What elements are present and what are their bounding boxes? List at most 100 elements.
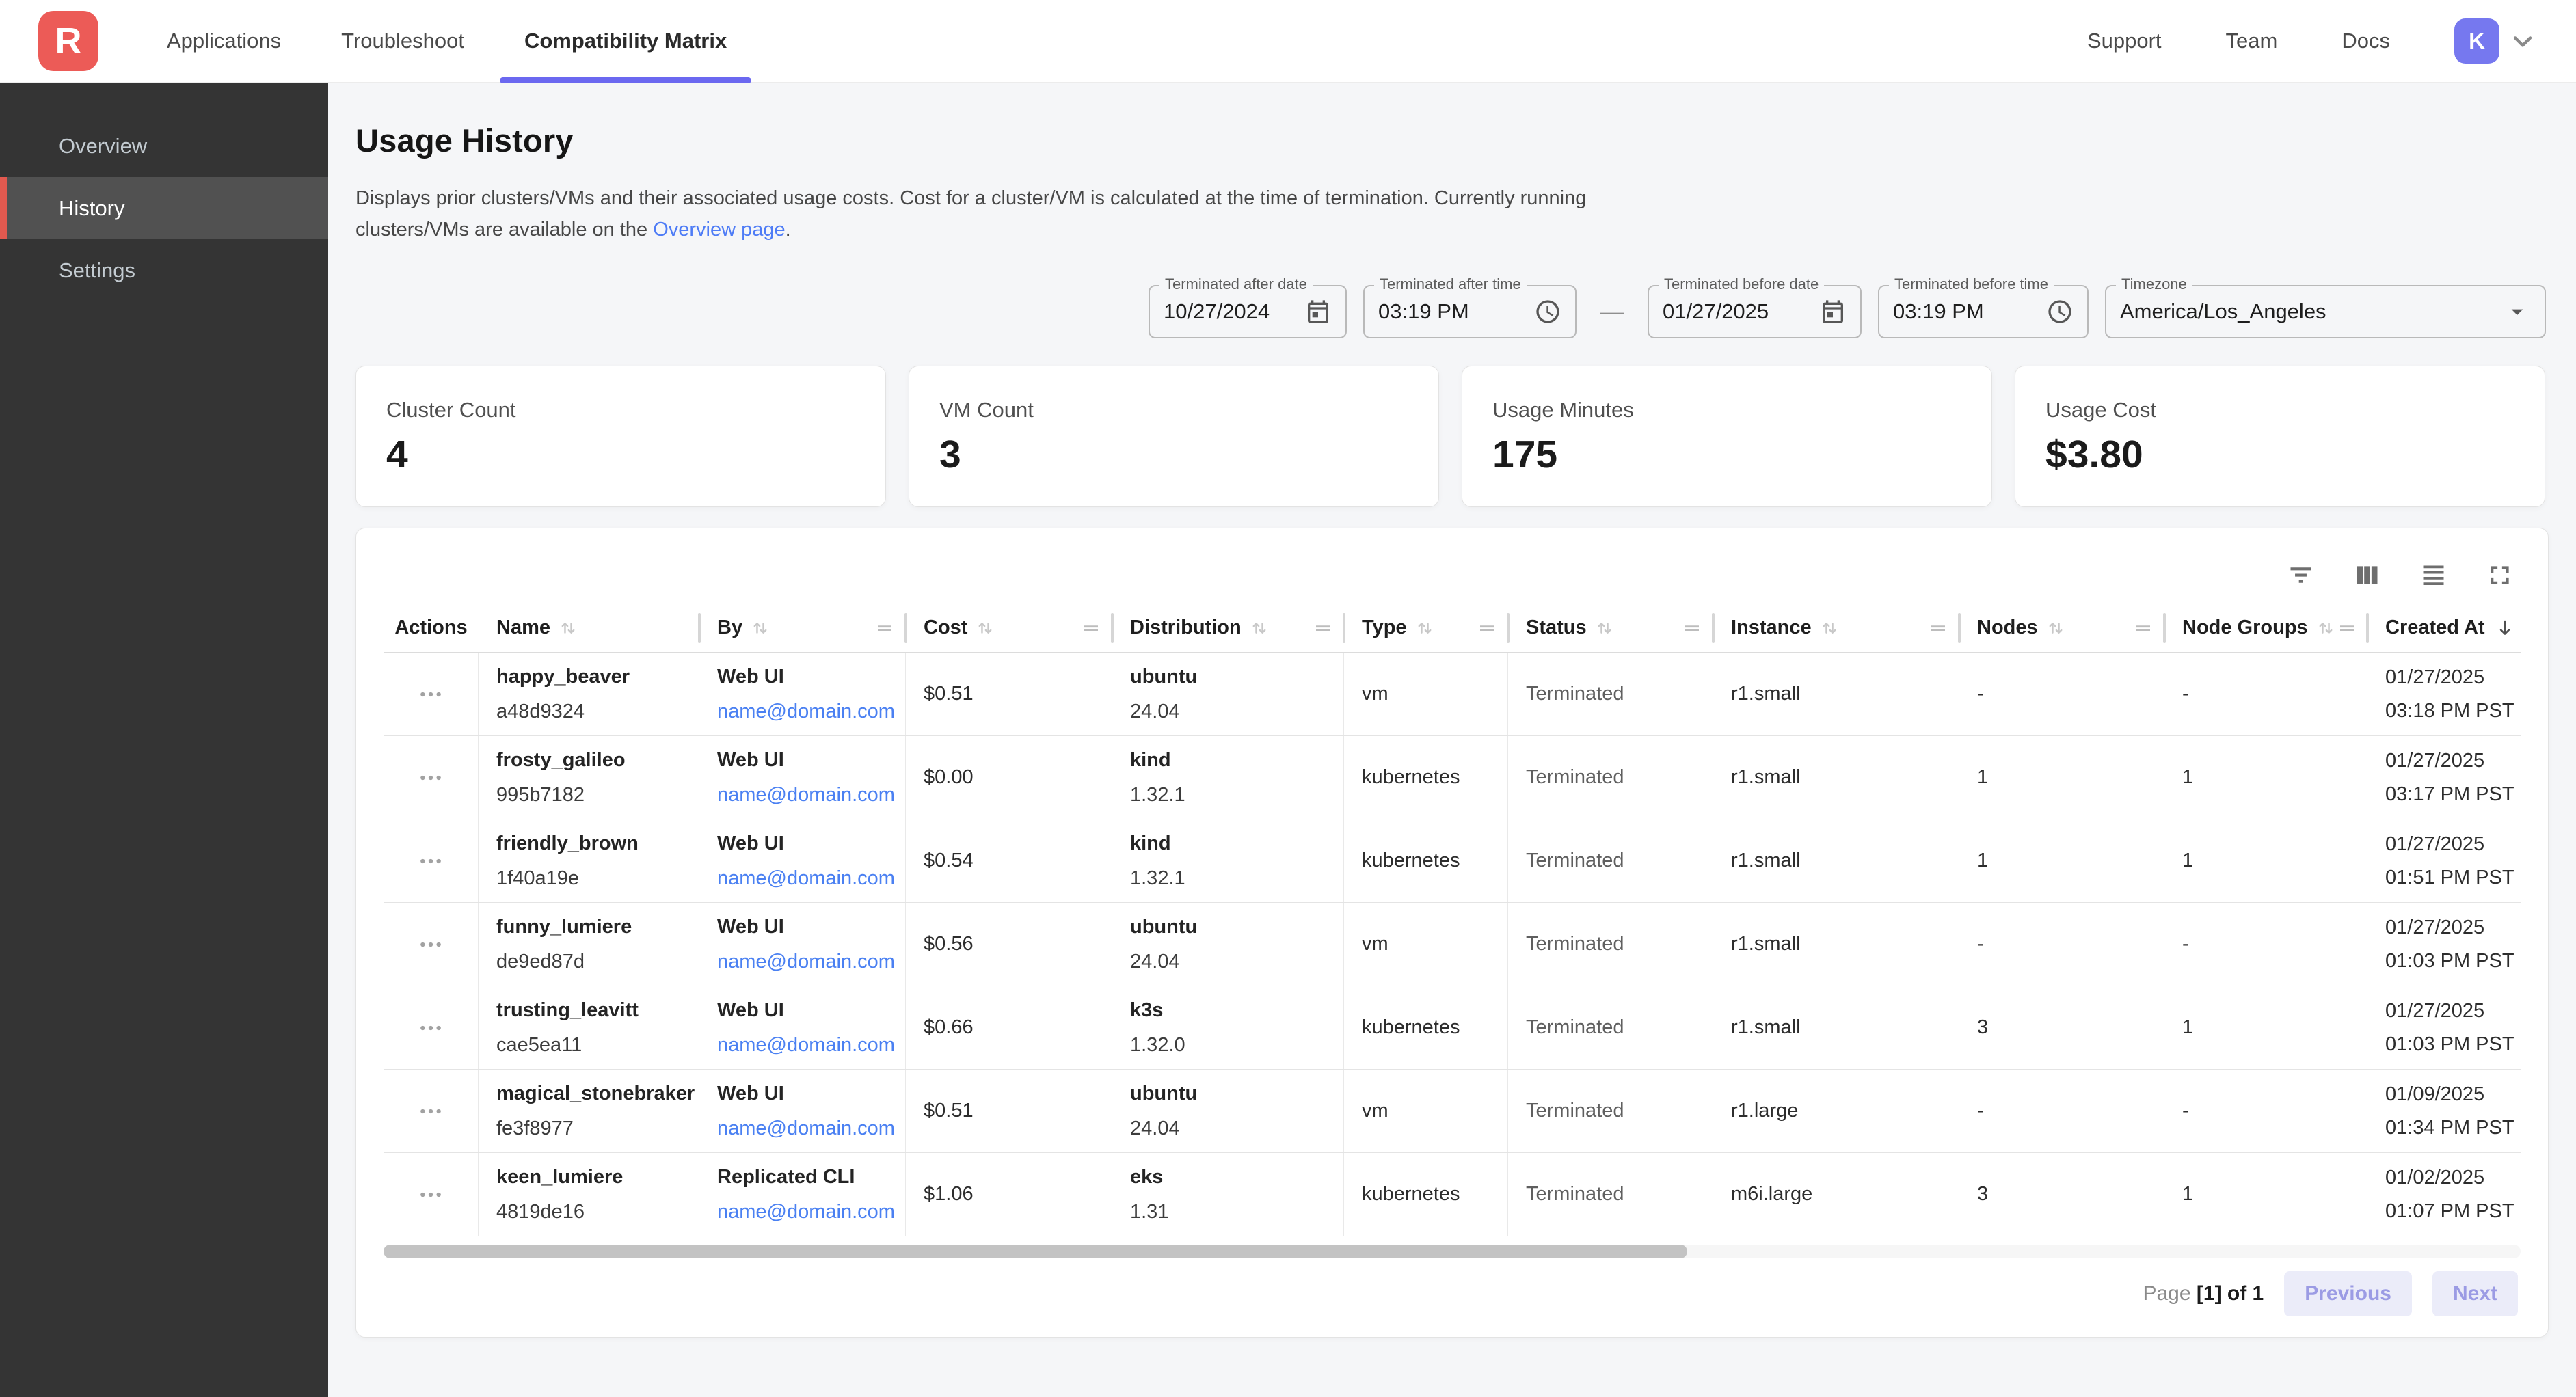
timezone-select[interactable]: Timezone America/Los_Angeles bbox=[2105, 275, 2546, 338]
cost-cell: $0.54 bbox=[906, 819, 1112, 902]
sort-unsorted-icon[interactable] bbox=[1248, 617, 1270, 639]
created-by-email-link[interactable]: name@domain.com bbox=[717, 1200, 895, 1223]
instance-cell: r1.small bbox=[1713, 653, 1959, 735]
by-cell: Web UI name@domain.com bbox=[699, 903, 906, 986]
density-icon[interactable] bbox=[2418, 560, 2449, 591]
column-menu-icon[interactable] bbox=[874, 618, 895, 638]
row-actions-button[interactable] bbox=[410, 1181, 451, 1208]
row-actions-button[interactable] bbox=[410, 847, 451, 875]
created-by-email-link[interactable]: name@domain.com bbox=[717, 950, 895, 973]
instance-value: r1.large bbox=[1731, 1100, 1799, 1122]
created-by-email-link[interactable]: name@domain.com bbox=[717, 783, 895, 806]
row-actions-button[interactable] bbox=[410, 1014, 451, 1042]
nav-link-support[interactable]: Support bbox=[2087, 29, 2162, 53]
terminated-after-time-field[interactable]: Terminated after time 03:19 PM bbox=[1363, 275, 1577, 338]
column-separator[interactable] bbox=[698, 613, 701, 643]
name-cell: frosty_galileo 995b7182 bbox=[479, 736, 699, 819]
ellipsis-icon bbox=[420, 858, 441, 863]
status-cell: Terminated bbox=[1508, 736, 1713, 819]
row-actions-button[interactable] bbox=[410, 681, 451, 708]
created-by-email-link[interactable]: name@domain.com bbox=[717, 700, 895, 722]
sidebar-item-history[interactable]: History bbox=[0, 177, 328, 239]
sort-unsorted-icon[interactable] bbox=[2045, 617, 2067, 639]
sort-unsorted-icon[interactable] bbox=[1819, 617, 1840, 639]
column-menu-icon[interactable] bbox=[1313, 618, 1333, 638]
column-menu-icon[interactable] bbox=[1081, 618, 1101, 638]
status-badge: Terminated bbox=[1526, 683, 1624, 705]
terminated-after-date-field[interactable]: Terminated after date 10/27/2024 bbox=[1149, 275, 1347, 338]
clock-icon[interactable] bbox=[1534, 298, 1561, 325]
table-row: funny_lumiere de9ed87d Web UI name@domai… bbox=[384, 903, 2521, 986]
column-header[interactable]: By bbox=[699, 603, 907, 652]
tab-troubleshoot[interactable]: Troubleshoot bbox=[341, 29, 464, 53]
sort-unsorted-icon[interactable] bbox=[2315, 617, 2337, 639]
terminated-before-date-field[interactable]: Terminated before date 01/27/2025 bbox=[1648, 275, 1862, 338]
tab-applications[interactable]: Applications bbox=[167, 29, 282, 53]
created-by-source: Web UI bbox=[717, 1082, 784, 1104]
sort-unsorted-icon[interactable] bbox=[749, 617, 771, 639]
nav-link-team[interactable]: Team bbox=[2225, 29, 2278, 53]
terminated-before-time-field[interactable]: Terminated before time 03:19 PM bbox=[1878, 275, 2089, 338]
column-header[interactable]: Cost bbox=[906, 603, 1114, 652]
sort-unsorted-icon[interactable] bbox=[1414, 617, 1436, 639]
nav-link-docs[interactable]: Docs bbox=[2342, 29, 2390, 53]
column-header[interactable]: Type bbox=[1344, 603, 1510, 652]
created-by-email-link[interactable]: name@domain.com bbox=[717, 1117, 895, 1139]
column-separator[interactable] bbox=[1507, 613, 1510, 643]
column-separator[interactable] bbox=[1958, 613, 1961, 643]
column-header[interactable]: Nodes bbox=[1959, 603, 2166, 652]
created-by-email-link[interactable]: name@domain.com bbox=[717, 867, 895, 889]
created-by-email-link[interactable]: name@domain.com bbox=[717, 1033, 895, 1056]
column-header[interactable]: Instance bbox=[1713, 603, 1961, 652]
replicated-logo[interactable]: R bbox=[38, 11, 98, 71]
previous-page-button[interactable]: Previous bbox=[2284, 1271, 2412, 1316]
column-menu-icon[interactable] bbox=[1928, 618, 1948, 638]
column-header[interactable]: Node Groups bbox=[2164, 603, 2369, 652]
column-separator[interactable] bbox=[904, 613, 907, 643]
column-menu-icon[interactable] bbox=[1477, 618, 1497, 638]
filter-icon[interactable] bbox=[2285, 560, 2316, 591]
sort-unsorted-icon[interactable] bbox=[1594, 617, 1615, 639]
created-date: 01/27/2025 bbox=[2385, 749, 2485, 772]
column-separator[interactable] bbox=[2163, 613, 2166, 643]
column-separator[interactable] bbox=[1111, 613, 1114, 643]
clock-icon[interactable] bbox=[2046, 298, 2074, 325]
tab-compatibility-matrix[interactable]: Compatibility Matrix bbox=[494, 0, 757, 83]
column-header[interactable]: Distribution bbox=[1112, 603, 1345, 652]
column-header[interactable]: Status bbox=[1508, 603, 1715, 652]
sort-desc-icon[interactable] bbox=[2493, 616, 2517, 640]
column-separator[interactable] bbox=[2366, 613, 2369, 643]
dropdown-arrow-icon[interactable] bbox=[2504, 298, 2531, 325]
calendar-icon[interactable] bbox=[1819, 298, 1847, 325]
sort-unsorted-icon[interactable] bbox=[557, 617, 579, 639]
by-cell: Replicated CLI name@domain.com bbox=[699, 1153, 906, 1236]
instance-cell: r1.small bbox=[1713, 986, 1959, 1069]
horizontal-scrollbar-thumb[interactable] bbox=[384, 1245, 1687, 1258]
sidebar-item-overview[interactable]: Overview bbox=[59, 133, 148, 158]
column-header[interactable]: Name bbox=[479, 603, 701, 652]
fullscreen-icon[interactable] bbox=[2484, 560, 2515, 591]
type-cell: vm bbox=[1344, 1070, 1508, 1152]
column-separator[interactable] bbox=[1343, 613, 1345, 643]
node-groups-value: - bbox=[2182, 1100, 2189, 1122]
row-actions-button[interactable] bbox=[410, 764, 451, 791]
overview-page-link[interactable]: Overview page bbox=[653, 219, 786, 241]
column-menu-icon[interactable] bbox=[2133, 618, 2154, 638]
row-actions-button[interactable] bbox=[410, 1098, 451, 1125]
column-menu-icon[interactable] bbox=[2337, 618, 2357, 638]
column-header[interactable]: Actions bbox=[384, 603, 479, 652]
sidebar-item-settings[interactable]: Settings bbox=[59, 258, 136, 282]
row-actions-button[interactable] bbox=[410, 931, 451, 958]
type-cell: vm bbox=[1344, 653, 1508, 735]
next-page-button[interactable]: Next bbox=[2432, 1271, 2518, 1316]
columns-icon[interactable] bbox=[2352, 560, 2383, 591]
column-menu-icon[interactable] bbox=[1682, 618, 1702, 638]
user-menu[interactable]: K bbox=[2454, 18, 2538, 64]
status-cell: Terminated bbox=[1508, 819, 1713, 902]
column-separator[interactable] bbox=[1712, 613, 1715, 643]
column-header[interactable]: Created At bbox=[2367, 603, 2521, 652]
sort-unsorted-icon[interactable] bbox=[974, 617, 996, 639]
calendar-icon[interactable] bbox=[1304, 298, 1332, 325]
created-time: 01:07 PM PST bbox=[2385, 1199, 2514, 1222]
actions-cell bbox=[384, 986, 479, 1069]
